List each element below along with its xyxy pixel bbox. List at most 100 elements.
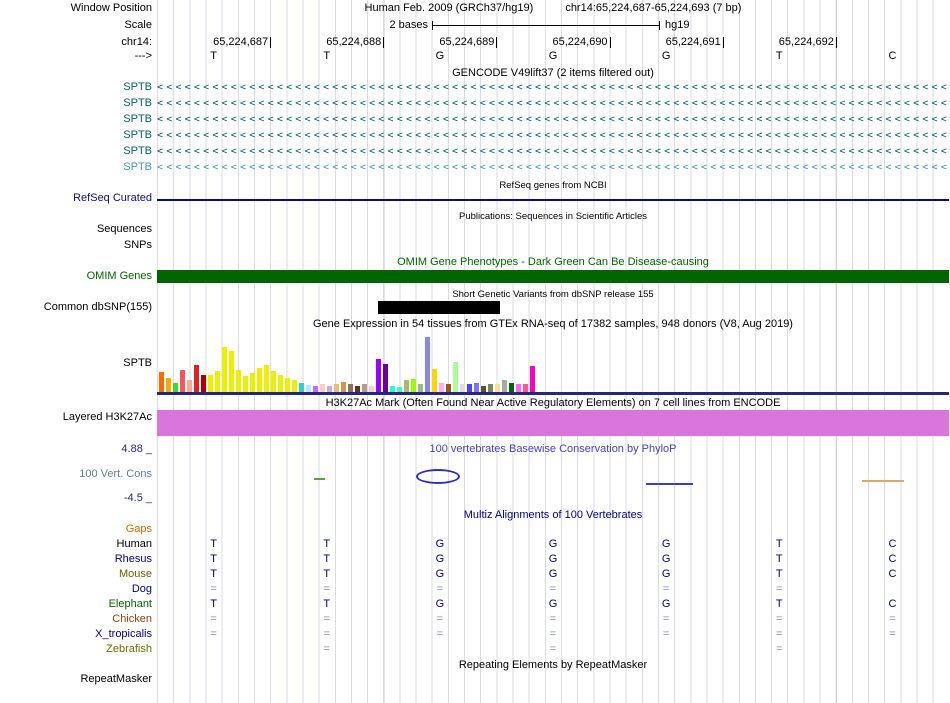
ruler-position-label[interactable]: 65,224,691 (665, 36, 721, 48)
gtex-expression-bar[interactable] (236, 370, 241, 392)
gtex-expression-bar[interactable] (341, 382, 346, 392)
gencode-transcript-row[interactable]: <<<<<<<<<<<<<<<<<<<<<<<<<<<<<<<<<<<<<<<<… (157, 146, 949, 157)
gencode-transcript-label[interactable]: SPTB (123, 97, 152, 109)
gtex-expression-bar[interactable] (460, 384, 465, 392)
gtex-expression-bar[interactable] (362, 384, 367, 392)
gtex-expression-bar[interactable] (194, 365, 199, 392)
gencode-transcript-row[interactable]: <<<<<<<<<<<<<<<<<<<<<<<<<<<<<<<<<<<<<<<<… (157, 114, 949, 125)
gtex-expression-bar[interactable] (432, 369, 437, 392)
species-label[interactable]: Rhesus (114, 553, 152, 565)
snps-track-label[interactable]: SNPs (123, 239, 152, 251)
gtex-expression-bar[interactable] (446, 384, 451, 392)
gtex-expression-bar[interactable] (390, 386, 395, 392)
gtex-expression-bar[interactable] (411, 379, 416, 392)
gtex-expression-bar[interactable] (215, 371, 220, 392)
dbsnp-track-label[interactable]: Common dbSNP(155) (43, 301, 152, 313)
gtex-expression-bar[interactable] (334, 384, 339, 392)
gtex-expression-bar[interactable] (481, 386, 486, 392)
multiz-track-title[interactable]: Multiz Alignments of 100 Vertebrates (463, 509, 643, 521)
ruler-position-label[interactable]: 65,224,690 (552, 36, 608, 48)
gtex-expression-bar[interactable] (257, 368, 262, 392)
gtex-gene-label[interactable]: SPTB (123, 357, 152, 369)
gtex-expression-bar[interactable] (320, 384, 325, 392)
dbsnp-track-title[interactable]: Short Genetic Variants from dbSNP releas… (452, 289, 654, 300)
phylop-track-label[interactable]: 100 Vert. Cons (79, 468, 152, 480)
gtex-expression-bar[interactable] (187, 380, 192, 392)
gtex-expression-bar[interactable] (327, 386, 332, 392)
species-label[interactable]: Zebrafish (106, 643, 152, 655)
species-label[interactable]: Elephant (108, 598, 152, 610)
gtex-expression-bar[interactable] (467, 384, 472, 392)
h3k27ac-signal-bar[interactable] (157, 410, 949, 436)
gtex-expression-bar[interactable] (404, 380, 409, 392)
gtex-expression-bar[interactable] (418, 384, 423, 392)
repeatmasker-track-title[interactable]: Repeating Elements by RepeatMasker (458, 659, 648, 671)
h3k27ac-track-label[interactable]: Layered H3K27Ac (62, 411, 152, 423)
species-label[interactable]: Dog (131, 583, 152, 595)
gencode-transcript-label[interactable]: SPTB (123, 129, 152, 141)
gaps-row-label[interactable]: Gaps (125, 523, 152, 535)
gtex-expression-bar[interactable] (348, 384, 353, 392)
gtex-track-title[interactable]: Gene Expression in 54 tissues from GTEx … (313, 318, 793, 330)
gtex-expression-bar[interactable] (243, 376, 248, 392)
gtex-expression-bar[interactable] (383, 364, 388, 392)
gtex-expression-bar[interactable] (306, 385, 311, 392)
gencode-transcript-row[interactable]: <<<<<<<<<<<<<<<<<<<<<<<<<<<<<<<<<<<<<<<<… (157, 98, 949, 109)
gtex-expression-bar[interactable] (201, 375, 206, 392)
ruler-position-label[interactable]: 65,224,692 (778, 36, 834, 48)
gtex-expression-bar[interactable] (292, 380, 297, 392)
gtex-expression-bar[interactable] (502, 380, 507, 392)
species-label[interactable]: X_tropicalis (95, 628, 152, 640)
gtex-expression-bar[interactable] (397, 387, 402, 392)
species-label[interactable]: Human (116, 538, 152, 550)
species-label[interactable]: Chicken (112, 613, 152, 625)
gtex-expression-bar[interactable] (180, 370, 185, 392)
sequences-track-label[interactable]: Sequences (96, 223, 152, 235)
gtex-expression-bar[interactable] (166, 378, 171, 392)
species-label[interactable]: Mouse (118, 568, 152, 580)
gtex-expression-bar[interactable] (271, 371, 276, 392)
gtex-expression-bar[interactable] (509, 383, 514, 392)
ruler-position-label[interactable]: 65,224,687 (213, 36, 269, 48)
gencode-transcript-label[interactable]: SPTB (123, 161, 152, 173)
gencode-track-title[interactable]: GENCODE V49lift37 (2 items filtered out) (452, 67, 654, 79)
refseq-curated-label[interactable]: RefSeq Curated (73, 192, 152, 204)
gtex-expression-bar[interactable] (222, 347, 227, 392)
phylop-track-title[interactable]: 100 vertebrates Basewise Conservation by… (429, 443, 677, 455)
gtex-expression-bar[interactable] (229, 351, 234, 392)
gtex-expression-bar[interactable] (516, 384, 521, 392)
gtex-expression-bar[interactable] (523, 384, 528, 392)
gtex-expression-bar[interactable] (285, 378, 290, 392)
refseq-track-title[interactable]: RefSeq genes from NCBI (499, 180, 607, 191)
gtex-expression-bar[interactable] (313, 386, 318, 392)
gtex-expression-bar[interactable] (173, 383, 178, 392)
gtex-expression-bar[interactable] (495, 384, 500, 392)
dbsnp-variant-bar[interactable] (378, 301, 500, 314)
refseq-curated-line[interactable] (157, 199, 949, 201)
omim-genes-label[interactable]: OMIM Genes (86, 270, 152, 282)
gtex-expression-bar[interactable] (159, 372, 164, 392)
gencode-transcript-row[interactable]: <<<<<<<<<<<<<<<<<<<<<<<<<<<<<<<<<<<<<<<<… (157, 130, 949, 141)
omim-gene-bar[interactable] (157, 270, 949, 283)
gencode-transcript-label[interactable]: SPTB (123, 145, 152, 157)
gtex-expression-bar[interactable] (439, 383, 444, 392)
gtex-expression-bar[interactable] (453, 362, 458, 392)
h3k27ac-track-title[interactable]: H3K27Ac Mark (Often Found Near Active Re… (325, 397, 781, 409)
gtex-expression-bar[interactable] (369, 386, 374, 392)
gencode-transcript-row[interactable]: <<<<<<<<<<<<<<<<<<<<<<<<<<<<<<<<<<<<<<<<… (157, 162, 949, 173)
gencode-transcript-row[interactable]: <<<<<<<<<<<<<<<<<<<<<<<<<<<<<<<<<<<<<<<<… (157, 82, 949, 93)
gtex-expression-bar[interactable] (425, 337, 430, 392)
gtex-expression-bar[interactable] (355, 386, 360, 392)
omim-track-title[interactable]: OMIM Gene Phenotypes - Dark Green Can Be… (397, 256, 709, 268)
gtex-expression-bar[interactable] (299, 383, 304, 392)
gtex-expression-bar[interactable] (264, 365, 269, 392)
gtex-expression-bar[interactable] (530, 366, 535, 392)
gencode-transcript-label[interactable]: SPTB (123, 81, 152, 93)
publications-track-title[interactable]: Publications: Sequences in Scientific Ar… (459, 211, 647, 222)
gencode-transcript-label[interactable]: SPTB (123, 113, 152, 125)
gtex-expression-bar[interactable] (474, 383, 479, 392)
ruler-position-label[interactable]: 65,224,688 (326, 36, 382, 48)
gtex-expression-bar[interactable] (208, 375, 213, 392)
gtex-expression-bar[interactable] (250, 373, 255, 392)
gtex-expression-bar[interactable] (278, 375, 283, 392)
